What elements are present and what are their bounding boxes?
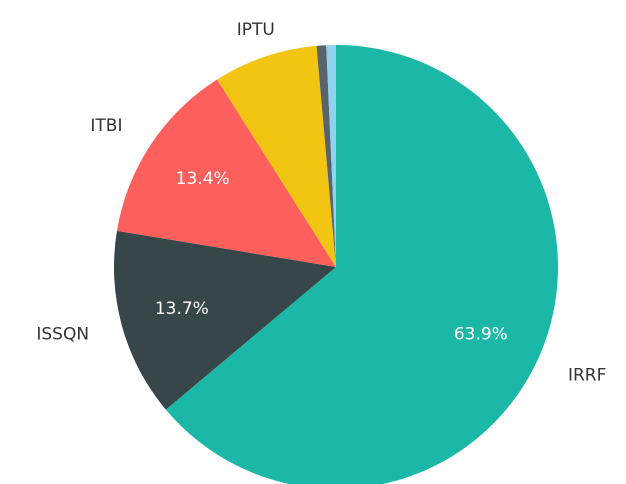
pie-slice	[116, 79, 336, 267]
slice-category-label: IPTU	[237, 20, 275, 40]
slice-category-label: IRRF	[568, 365, 606, 385]
slice-value-label: 13.7%	[155, 299, 209, 319]
pie-slice	[114, 230, 337, 410]
slice-category-label: ITBI	[90, 116, 122, 136]
slice-value-label: 13.4%	[176, 169, 230, 189]
pie-slice	[326, 45, 336, 267]
pie-slice	[316, 45, 336, 267]
slice-category-label: ISSQN	[36, 325, 89, 345]
pie-slice	[165, 45, 558, 484]
slice-value-label: 63.9%	[454, 325, 508, 345]
pie-slice	[217, 45, 336, 267]
